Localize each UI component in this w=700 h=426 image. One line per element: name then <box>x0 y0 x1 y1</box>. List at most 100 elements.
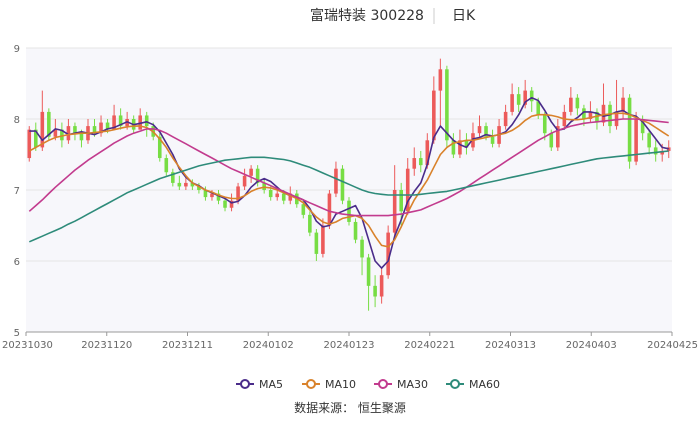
candle <box>418 150 423 173</box>
candle <box>392 165 397 237</box>
candle-body <box>464 140 469 148</box>
candle-body <box>653 147 658 155</box>
y-tick-label: 6 <box>14 257 20 268</box>
candle-body <box>392 190 397 233</box>
candle <box>503 104 508 130</box>
candle-body <box>556 126 560 148</box>
candle-body <box>157 136 162 159</box>
candle-body <box>445 69 449 141</box>
candle <box>556 119 560 151</box>
x-axis: 20231030 20231120 20231211 20240102 20240123… <box>2 331 698 351</box>
candle-body <box>190 182 195 187</box>
candle <box>490 129 495 148</box>
candle <box>451 133 456 159</box>
candle-body <box>490 136 495 144</box>
legend-swatch-marker <box>378 379 388 389</box>
legend-item-ma30[interactable]: MA30 <box>374 378 428 391</box>
y-tick-label: 8 <box>14 115 20 126</box>
candle-body <box>60 129 64 141</box>
candle <box>379 268 384 304</box>
candle-body <box>27 129 32 159</box>
candle-body <box>660 150 665 155</box>
candle-body <box>177 182 182 187</box>
candle-body <box>249 168 253 176</box>
candle <box>255 165 260 187</box>
candle <box>340 165 345 205</box>
y-tick-label: 7 <box>14 186 20 197</box>
candle-body <box>386 232 390 276</box>
candle <box>197 182 201 194</box>
candle <box>99 115 103 137</box>
candle-body <box>47 111 51 137</box>
legend-item-ma10[interactable]: MA10 <box>302 378 356 391</box>
candle-body <box>640 119 645 134</box>
candle <box>353 218 358 244</box>
candle-body <box>588 111 593 119</box>
legend-label: MA30 <box>397 378 428 391</box>
legend-item-ma5[interactable]: MA5 <box>236 378 283 391</box>
ma-lines <box>28 96 670 269</box>
candle <box>314 229 319 261</box>
candle <box>144 111 149 137</box>
ma-line-ma10 <box>28 112 670 248</box>
candle <box>666 140 671 159</box>
candle <box>412 147 417 176</box>
ma-line-ma60 <box>28 150 669 243</box>
candle-body <box>373 285 377 297</box>
y-tick-label: 9 <box>14 44 20 55</box>
candle-body <box>451 140 456 155</box>
candle-body <box>229 200 234 208</box>
candle-body <box>536 101 541 116</box>
candle-body <box>92 126 97 134</box>
candle-body <box>647 133 651 148</box>
legend-swatch-marker <box>450 379 460 389</box>
candle <box>33 122 38 151</box>
x-tick-label: 20240403 <box>566 340 617 351</box>
legend[interactable]: MA5 MA10 MA30 MA60 <box>236 378 500 391</box>
candle-body <box>275 193 280 198</box>
candle <box>164 154 169 176</box>
candle <box>177 175 182 190</box>
candle-body <box>327 193 332 226</box>
candle <box>601 83 606 127</box>
candle-body <box>458 140 462 155</box>
candle-body <box>197 186 201 190</box>
candle <box>438 58 443 127</box>
candle-body <box>438 69 443 91</box>
candle <box>268 186 273 201</box>
candle-body <box>112 115 116 130</box>
candle <box>569 87 573 116</box>
legend-label: MA60 <box>469 378 500 391</box>
y-axis: 5 6 7 8 9 <box>14 44 20 339</box>
candle-body <box>601 104 606 123</box>
candle-body <box>334 168 338 194</box>
candle-body <box>79 133 84 141</box>
candle-body <box>73 126 77 134</box>
candle <box>575 94 580 116</box>
candle <box>647 129 651 155</box>
candle-body <box>216 193 221 201</box>
candle-body <box>582 108 586 119</box>
candle-body <box>308 214 312 233</box>
x-tick-label: 20231030 <box>2 340 53 351</box>
candle <box>73 122 77 141</box>
x-tick-label: 20240102 <box>243 340 294 351</box>
candle <box>321 218 325 258</box>
candle-body <box>40 111 45 148</box>
x-tick-label: 20240313 <box>485 340 536 351</box>
candle-body <box>314 232 319 254</box>
candle-body <box>340 168 345 201</box>
candle-body <box>418 158 423 166</box>
candle-body <box>477 126 482 134</box>
candle <box>118 108 123 130</box>
candle-body <box>360 239 364 258</box>
candle-body <box>595 111 599 123</box>
candle-body <box>105 122 110 130</box>
candle <box>366 253 371 311</box>
candle-body <box>53 129 58 137</box>
candle-body <box>301 204 306 215</box>
candle-body <box>627 97 632 162</box>
source-text: 数据来源： 恒生聚源 <box>294 400 406 415</box>
legend-item-ma60[interactable]: MA60 <box>446 378 500 391</box>
